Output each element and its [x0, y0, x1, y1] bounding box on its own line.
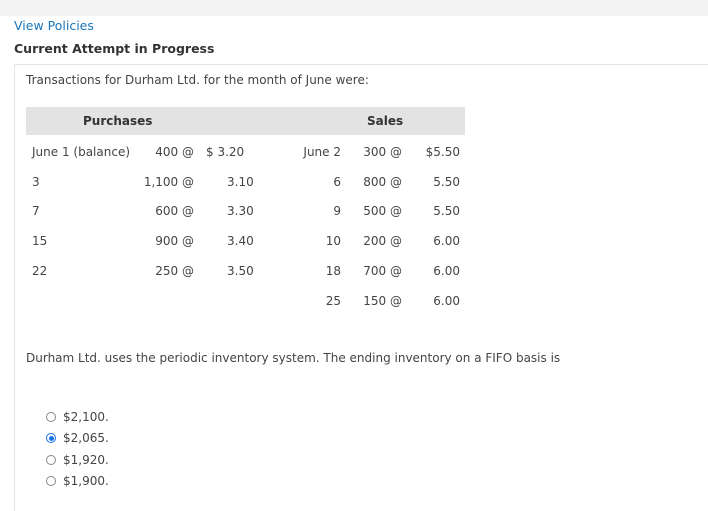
- sale-price: 5.50: [433, 175, 460, 189]
- purchase-qty: 600 @: [155, 204, 194, 218]
- purchase-price: $ 3.20: [206, 145, 245, 159]
- option-label: $2,065.: [63, 431, 109, 445]
- question-prompt: Durham Ltd. uses the periodic inventory …: [26, 351, 561, 365]
- purchase-qty: 900 @: [155, 234, 194, 248]
- purchase-price: 3.10: [227, 175, 254, 189]
- radio-button[interactable]: [46, 412, 56, 422]
- purchase-date: 3: [32, 175, 40, 189]
- sale-price: $5.50: [425, 145, 460, 159]
- purchase-date: 7: [32, 204, 40, 218]
- sale-qty: 500 @: [363, 204, 402, 218]
- sale-qty: 150 @: [363, 294, 402, 308]
- sale-qty: 800 @: [363, 175, 402, 189]
- view-policies-link[interactable]: View Policies: [14, 18, 94, 33]
- top-bar: [0, 0, 708, 16]
- sales-header: Sales: [367, 114, 404, 128]
- purchase-date: 22: [32, 264, 48, 278]
- radio-button-selected[interactable]: [46, 433, 56, 443]
- panel-border: [14, 65, 15, 511]
- sale-date: 25: [325, 294, 341, 308]
- sale-date: 10: [325, 234, 341, 248]
- question-intro: Transactions for Durham Ltd. for the mon…: [26, 73, 369, 87]
- sale-qty: 700 @: [363, 264, 402, 278]
- sale-date: 9: [333, 204, 341, 218]
- sale-price: 6.00: [433, 234, 460, 248]
- purchase-price: 3.40: [227, 234, 254, 248]
- attempt-status: Current Attempt in Progress: [14, 41, 215, 56]
- purchase-date: 15: [32, 234, 48, 248]
- purchase-price: 3.30: [227, 204, 254, 218]
- sale-price: 6.00: [433, 294, 460, 308]
- purchase-qty: 1,100 @: [143, 175, 194, 189]
- sale-date: June 2: [303, 145, 341, 159]
- option-label: $1,920.: [63, 453, 109, 467]
- radio-button[interactable]: [46, 455, 56, 465]
- option-label: $1,900.: [63, 474, 109, 488]
- sale-price: 5.50: [433, 204, 460, 218]
- sale-date: 18: [325, 264, 341, 278]
- purchases-header: Purchases: [83, 114, 153, 128]
- sale-date: 6: [333, 175, 341, 189]
- sale-qty: 200 @: [363, 234, 402, 248]
- purchase-qty: 250 @: [155, 264, 194, 278]
- divider: [14, 64, 708, 65]
- option-label: $2,100.: [63, 410, 109, 424]
- table-header: [26, 107, 465, 135]
- sale-qty: 300 @: [363, 145, 402, 159]
- answer-option[interactable]: $1,900.: [46, 473, 109, 489]
- purchase-qty: 400 @: [155, 145, 194, 159]
- answer-option[interactable]: $1,920.: [46, 452, 109, 468]
- purchase-date: June 1 (balance): [32, 145, 131, 159]
- radio-button[interactable]: [46, 476, 56, 486]
- sale-price: 6.00: [433, 264, 460, 278]
- answer-option[interactable]: $2,065.: [46, 430, 109, 446]
- answer-option[interactable]: $2,100.: [46, 409, 109, 425]
- purchase-price: 3.50: [227, 264, 254, 278]
